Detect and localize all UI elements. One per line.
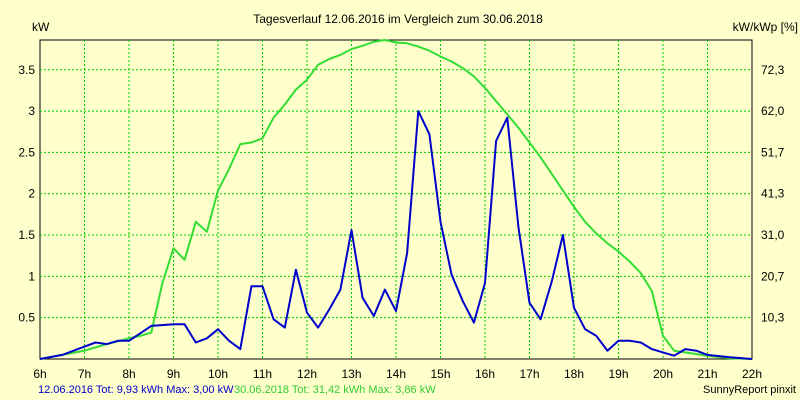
credit-text: SunnyReport pinxit	[703, 384, 796, 396]
x-tick-label: 10h	[208, 367, 228, 381]
y-left-tick-label: 0.5	[18, 311, 35, 325]
x-tick-label: 17h	[519, 367, 539, 381]
x-tick-label: 22h	[742, 367, 762, 381]
x-tick-label: 11h	[253, 367, 272, 381]
series-line-1	[39, 110, 753, 360]
x-tick-label: 20h	[653, 367, 673, 381]
y-left-tick-label: 3	[28, 104, 35, 118]
y-right-tick-label: 51,7	[761, 145, 785, 159]
y-left-tick-label: 1.5	[18, 228, 35, 242]
x-tick-label: 8h	[122, 367, 135, 381]
y-right-tick-label: 62,0	[761, 104, 785, 118]
y-left-tick-label: 1	[28, 269, 35, 283]
x-tick-label: 18h	[564, 367, 584, 381]
y-right-tick-label: 10,3	[761, 311, 785, 325]
x-tick-label: 14h	[386, 367, 406, 381]
y-right-tick-label: 31,0	[761, 228, 785, 242]
x-tick-label: 19h	[608, 367, 628, 381]
x-tick-label: 21h	[697, 367, 717, 381]
series-lines	[39, 39, 753, 360]
x-tick-label: 6h	[33, 367, 46, 381]
legend-series-1: 12.06.2016 Tot: 9,93 kWh Max: 3,00 kW	[38, 384, 234, 396]
y-right-tick-label: 41,3	[761, 187, 785, 201]
x-tick-label: 15h	[430, 367, 450, 381]
x-tick-label: 16h	[475, 367, 495, 381]
y-right-tick-labels: 10,3 20,7 31,0 41,3 51,7 62,0 72,3	[761, 63, 785, 325]
legend-series-2: 30.06.2018 Tot: 31,42 kWh Max: 3,86 kW	[234, 384, 436, 396]
y-left-unit-label: kW	[32, 20, 50, 34]
y-left-tick-labels: 0.5 1 1.5 2 2.5 3 3.5	[18, 63, 35, 325]
y-left-tick-label: 2.5	[18, 145, 35, 159]
x-tick-label: 13h	[341, 367, 361, 381]
x-tick-labels: 6h 7h 8h 9h 10h 11h 12h 13h 14h 15h 16h 17h 18h 19h 20…	[33, 367, 762, 381]
series-line-2	[39, 39, 753, 360]
x-tick-label: 7h	[78, 367, 91, 381]
x-tick-label: 12h	[297, 367, 317, 381]
y-right-tick-label: 72,3	[761, 63, 785, 77]
y-left-tick-label: 2	[28, 187, 35, 201]
chart-title: Tagesverlauf 12.06.2016 im Vergleich zum…	[253, 12, 543, 26]
y-right-tick-label: 20,7	[761, 269, 785, 283]
y-left-tick-label: 3.5	[18, 63, 35, 77]
x-tick-label: 9h	[167, 367, 180, 381]
y-right-unit-label: kW/kWp [%]	[733, 20, 798, 34]
grid-lines	[40, 40, 752, 359]
